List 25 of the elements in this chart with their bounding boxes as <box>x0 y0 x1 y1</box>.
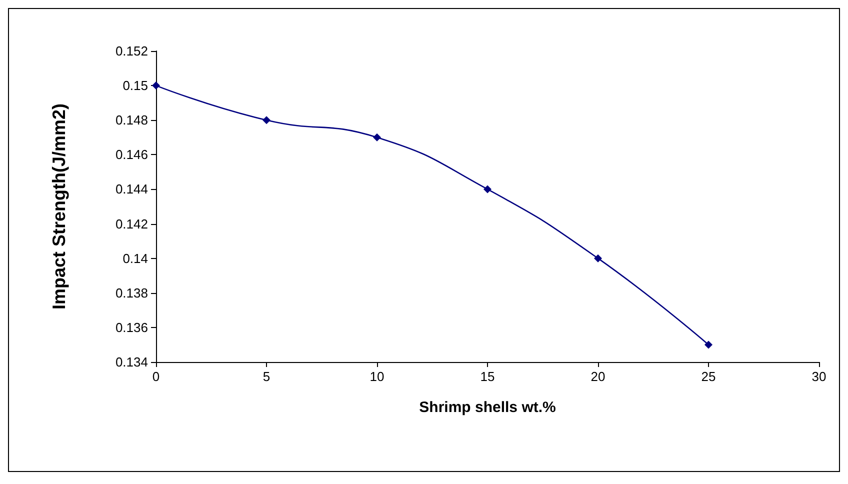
x-axis-title: Shrimp shells wt.% <box>419 399 556 416</box>
point <box>262 116 270 124</box>
y-tick-label: 0.138 <box>115 285 148 300</box>
x-tick-label: 0 <box>152 369 160 384</box>
point <box>704 340 712 349</box>
point <box>373 133 381 142</box>
y-tick-label: 0.146 <box>115 147 148 162</box>
y-tick-label: 0.152 <box>115 44 148 58</box>
x-tick-label: 15 <box>480 369 495 384</box>
x-tick-label: 5 <box>262 369 270 384</box>
y-tick-label: 0.134 <box>115 354 148 370</box>
y-axis-title: Impact Strength(J/mm2) <box>49 103 69 310</box>
y-tick-label: 0.14 <box>122 250 148 266</box>
x-tick-label: 30 <box>812 369 826 384</box>
point <box>484 185 492 194</box>
y-tick-label: 0.142 <box>115 216 148 232</box>
y-tick-label: 0.144 <box>115 182 148 197</box>
y-tick-label: 0.136 <box>115 320 148 335</box>
y-tick-label: 0.15 <box>122 78 148 94</box>
y-tick-label: 0.148 <box>115 112 148 128</box>
x-tick-label: 25 <box>701 369 716 384</box>
point <box>152 82 160 90</box>
x-tick-label: 20 <box>590 369 606 384</box>
x-tick-label: 10 <box>370 369 384 384</box>
point <box>594 254 602 262</box>
